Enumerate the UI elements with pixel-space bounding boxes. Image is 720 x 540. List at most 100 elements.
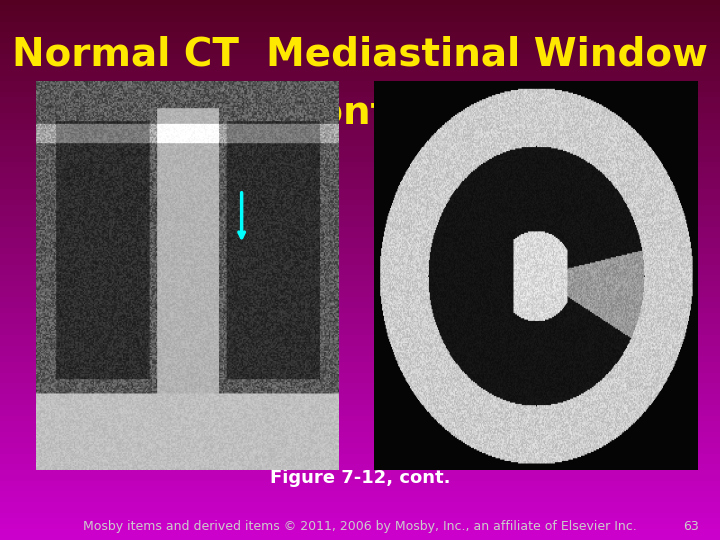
Bar bbox=[0, 383, 720, 389]
Bar bbox=[0, 97, 720, 103]
Bar bbox=[0, 162, 720, 167]
Bar bbox=[0, 265, 720, 270]
Bar bbox=[0, 400, 720, 405]
Bar bbox=[0, 497, 720, 502]
Bar bbox=[0, 54, 720, 59]
Text: 63: 63 bbox=[683, 520, 698, 533]
Bar bbox=[0, 524, 720, 529]
Bar bbox=[0, 324, 720, 329]
Bar bbox=[0, 232, 720, 238]
Bar bbox=[0, 173, 720, 178]
Bar bbox=[0, 238, 720, 243]
Bar bbox=[0, 378, 720, 383]
Text: Mosby items and derived items © 2011, 2006 by Mosby, Inc., an affiliate of Elsev: Mosby items and derived items © 2011, 20… bbox=[83, 520, 637, 533]
Bar bbox=[0, 189, 720, 194]
Bar bbox=[0, 32, 720, 38]
Bar bbox=[0, 81, 720, 86]
Bar bbox=[0, 243, 720, 248]
Bar bbox=[0, 437, 720, 443]
Bar bbox=[0, 22, 720, 27]
Bar bbox=[0, 275, 720, 281]
Bar bbox=[0, 49, 720, 54]
Bar bbox=[0, 200, 720, 205]
Bar bbox=[0, 113, 720, 119]
Bar bbox=[0, 389, 720, 394]
Bar bbox=[0, 130, 720, 135]
Bar bbox=[0, 459, 720, 464]
Bar bbox=[0, 362, 720, 367]
Bar bbox=[0, 70, 720, 76]
Bar bbox=[0, 27, 720, 32]
Bar bbox=[0, 157, 720, 162]
Bar bbox=[0, 108, 720, 113]
Bar bbox=[0, 313, 720, 319]
Bar bbox=[0, 205, 720, 211]
Bar bbox=[0, 103, 720, 108]
Bar bbox=[0, 529, 720, 535]
Bar bbox=[0, 194, 720, 200]
Text: Normal CT  Mediastinal Window: Normal CT Mediastinal Window bbox=[12, 35, 708, 73]
Bar bbox=[0, 319, 720, 324]
Bar bbox=[0, 356, 720, 362]
Bar bbox=[0, 508, 720, 513]
Bar bbox=[0, 281, 720, 286]
Bar bbox=[0, 92, 720, 97]
Bar bbox=[0, 178, 720, 184]
Bar bbox=[0, 227, 720, 232]
Bar bbox=[0, 11, 720, 16]
Bar bbox=[0, 486, 720, 491]
Bar bbox=[0, 5, 720, 11]
Bar bbox=[0, 535, 720, 540]
Bar bbox=[0, 367, 720, 373]
Bar bbox=[0, 184, 720, 189]
Bar bbox=[0, 351, 720, 356]
Text: (Cont’d): (Cont’d) bbox=[270, 94, 450, 132]
Bar bbox=[0, 43, 720, 49]
Bar bbox=[0, 286, 720, 292]
Bar bbox=[0, 481, 720, 486]
Bar bbox=[0, 16, 720, 22]
Bar bbox=[0, 308, 720, 313]
Bar bbox=[0, 59, 720, 65]
Bar bbox=[0, 427, 720, 432]
Text: Figure 7-12, cont.: Figure 7-12, cont. bbox=[270, 469, 450, 487]
Bar bbox=[0, 410, 720, 416]
Bar bbox=[0, 454, 720, 459]
Bar bbox=[0, 464, 720, 470]
Bar bbox=[0, 270, 720, 275]
Bar bbox=[0, 151, 720, 157]
Bar bbox=[0, 0, 720, 5]
Bar bbox=[0, 329, 720, 335]
Bar bbox=[0, 140, 720, 146]
Bar bbox=[0, 346, 720, 351]
Bar bbox=[0, 119, 720, 124]
Bar bbox=[0, 65, 720, 70]
Bar bbox=[0, 443, 720, 448]
Bar bbox=[0, 513, 720, 518]
Bar bbox=[0, 421, 720, 427]
Bar bbox=[0, 373, 720, 378]
Bar bbox=[0, 502, 720, 508]
Bar bbox=[0, 518, 720, 524]
Bar bbox=[0, 167, 720, 173]
Bar bbox=[0, 248, 720, 254]
Bar bbox=[0, 340, 720, 346]
Bar bbox=[0, 292, 720, 297]
Bar bbox=[0, 302, 720, 308]
Bar bbox=[0, 254, 720, 259]
Bar bbox=[0, 432, 720, 437]
Bar bbox=[0, 405, 720, 410]
Bar bbox=[0, 297, 720, 302]
Bar bbox=[0, 470, 720, 475]
Bar bbox=[0, 416, 720, 421]
Bar bbox=[0, 259, 720, 265]
Bar bbox=[0, 221, 720, 227]
Bar bbox=[0, 76, 720, 81]
Bar bbox=[0, 448, 720, 454]
Bar bbox=[0, 491, 720, 497]
Bar bbox=[0, 394, 720, 400]
Bar bbox=[0, 211, 720, 216]
Bar bbox=[0, 335, 720, 340]
Bar bbox=[0, 38, 720, 43]
Bar bbox=[0, 86, 720, 92]
